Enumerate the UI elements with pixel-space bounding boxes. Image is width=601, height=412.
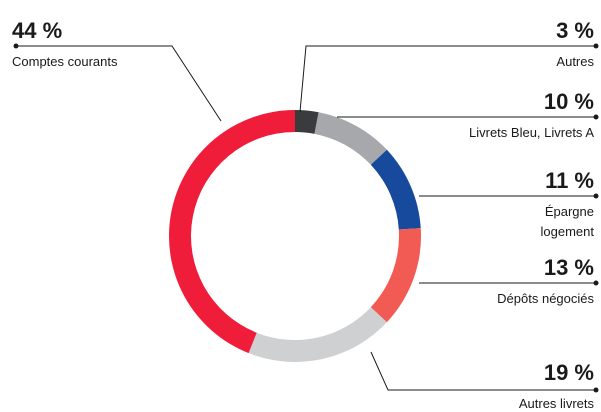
category-label-livrets-bleu-livrets-a: Livrets Bleu, Livrets A [469, 125, 594, 140]
slice-epargne-logement [371, 150, 421, 230]
slice-depots-negocies [371, 228, 421, 322]
leader-dot-autres [594, 44, 599, 49]
category-label-epargne-logement-line-2: logement [541, 224, 595, 239]
percent-label-depots-negocies: 13 % [544, 255, 594, 280]
leader-dot-depots-negocies [594, 281, 599, 286]
slice-livrets-bleu-livrets-a [314, 112, 386, 165]
percent-label-epargne-logement: 11 % [545, 168, 594, 193]
leader-dot-epargne-logement [594, 194, 599, 199]
category-label-autres: Autres [556, 54, 594, 69]
category-label-depots-negocies: Dépôts négociés [497, 291, 594, 306]
slice-comptes-courants [169, 110, 295, 353]
category-label-comptes-courants: Comptes courants [12, 54, 118, 69]
category-label-epargne-logement-line-1: Épargne [545, 204, 594, 219]
leader-dot-comptes-courants [14, 44, 19, 49]
donut-slices [169, 110, 421, 362]
leader-dot-autres-livrets [594, 388, 599, 393]
slice-autres-livrets [249, 307, 387, 362]
percent-label-autres: 3 % [556, 18, 594, 43]
percent-label-livrets-bleu-livrets-a: 10 % [544, 89, 594, 114]
percent-label-comptes-courants: 44 % [12, 18, 62, 43]
category-label-autres-livrets: Autres livrets [519, 396, 595, 411]
slice-autres [295, 110, 319, 134]
leader-dot-livrets-bleu-livrets-a [594, 115, 599, 120]
percent-label-autres-livrets: 19 % [544, 360, 594, 385]
